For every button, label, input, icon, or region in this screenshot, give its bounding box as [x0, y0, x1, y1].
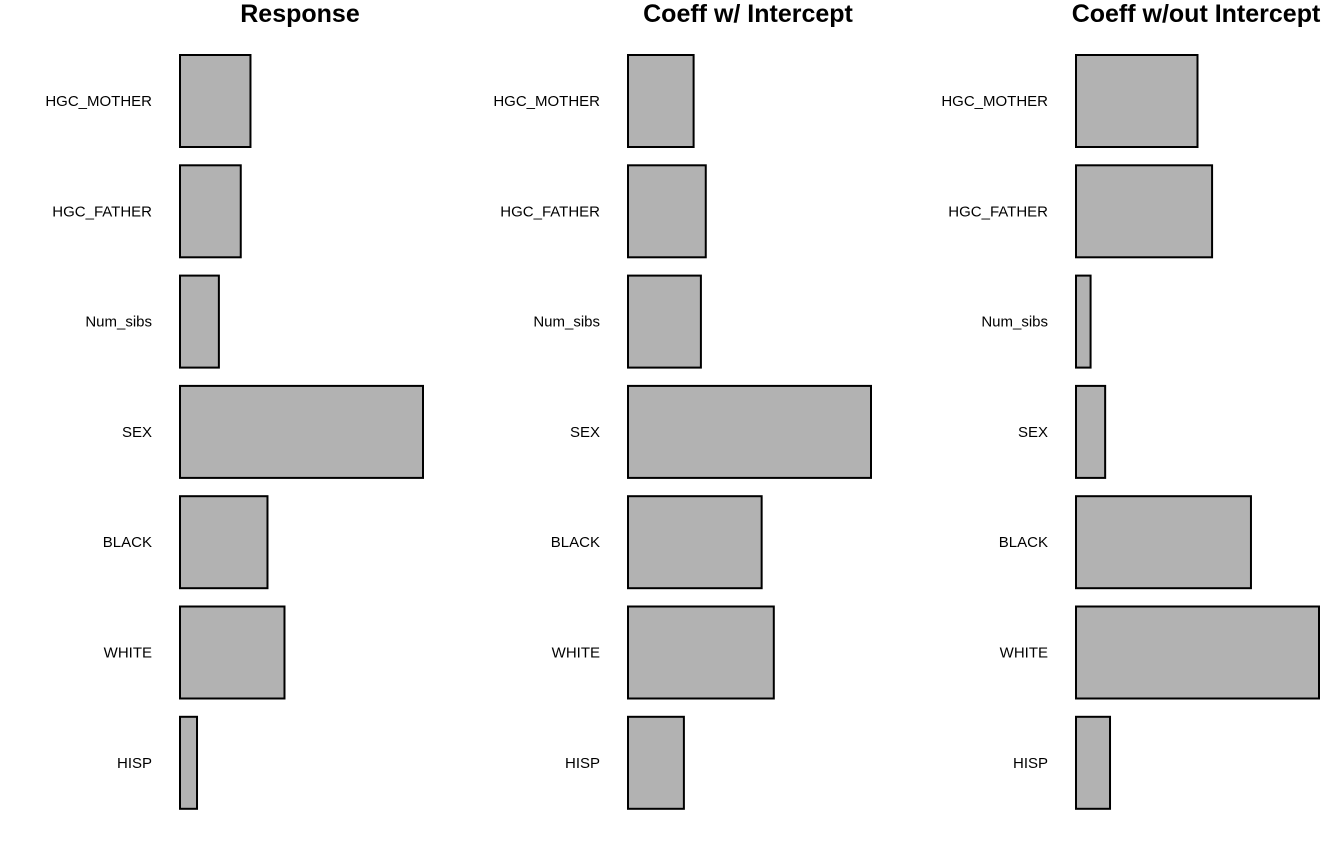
category-label: Num_sibs: [533, 314, 600, 331]
category-label: Num_sibs: [85, 314, 152, 331]
panel-2: Coeff w/ Intercept HGC_MOTHER HGC_FATHER Nu…: [493, 0, 872, 810]
category-label: HGC_MOTHER: [45, 93, 152, 110]
bar-sex: [179, 384, 424, 479]
category-label: HGC_MOTHER: [941, 93, 1048, 110]
panel-title: Response: [240, 0, 360, 28]
category-label: HISP: [1013, 755, 1048, 772]
panel-3: Coeff w/out Intercept HGC_MOTHER HGC_FATHE…: [941, 0, 1321, 810]
panel-1: Response HGC_MOTHER HGC_FATHER Num_sibs SEX B…: [45, 0, 424, 810]
category-label: HISP: [565, 755, 600, 772]
category-label: BLACK: [999, 534, 1048, 551]
bar-hgc-mother: [179, 54, 252, 148]
category-label: SEX: [122, 424, 152, 441]
bar-hisp: [1075, 715, 1112, 810]
bar-sex: [627, 384, 872, 479]
bar-hgc-father: [1075, 164, 1214, 259]
category-label: SEX: [570, 424, 600, 441]
panel-title: Coeff w/out Intercept: [1072, 0, 1321, 28]
bar-num-sibs: [179, 274, 220, 369]
category-label: Num_sibs: [981, 314, 1048, 331]
category-label: WHITE: [552, 645, 600, 662]
bar-black: [179, 495, 269, 590]
category-label: WHITE: [104, 645, 152, 662]
bar-hgc-mother: [627, 54, 695, 148]
bar-hisp: [627, 715, 685, 810]
bar-white: [1075, 605, 1320, 700]
bar-white: [627, 605, 775, 700]
category-label: HISP: [117, 755, 152, 772]
bar-sex: [1075, 384, 1107, 479]
bar-black: [627, 495, 763, 590]
bar-num-sibs: [627, 274, 702, 369]
category-label: WHITE: [1000, 645, 1048, 662]
bar-num-sibs: [1075, 274, 1092, 369]
category-label: HGC_MOTHER: [493, 93, 600, 110]
category-label: BLACK: [103, 534, 152, 551]
category-label: HGC_FATHER: [948, 203, 1048, 220]
bar-hgc-father: [627, 164, 707, 259]
bar-hgc-mother: [1075, 54, 1199, 148]
panel-title: Coeff w/ Intercept: [643, 0, 853, 28]
chart-panels: Response HGC_MOTHER HGC_FATHER Num_sibs SEX B…: [45, 0, 1321, 810]
category-label: HGC_FATHER: [52, 203, 152, 220]
category-label: BLACK: [551, 534, 600, 551]
bar-hisp: [179, 715, 199, 810]
bar-white: [179, 605, 286, 700]
category-label: SEX: [1018, 424, 1048, 441]
category-label: HGC_FATHER: [500, 203, 600, 220]
bar-black: [1075, 495, 1252, 590]
bar-hgc-father: [179, 164, 242, 259]
